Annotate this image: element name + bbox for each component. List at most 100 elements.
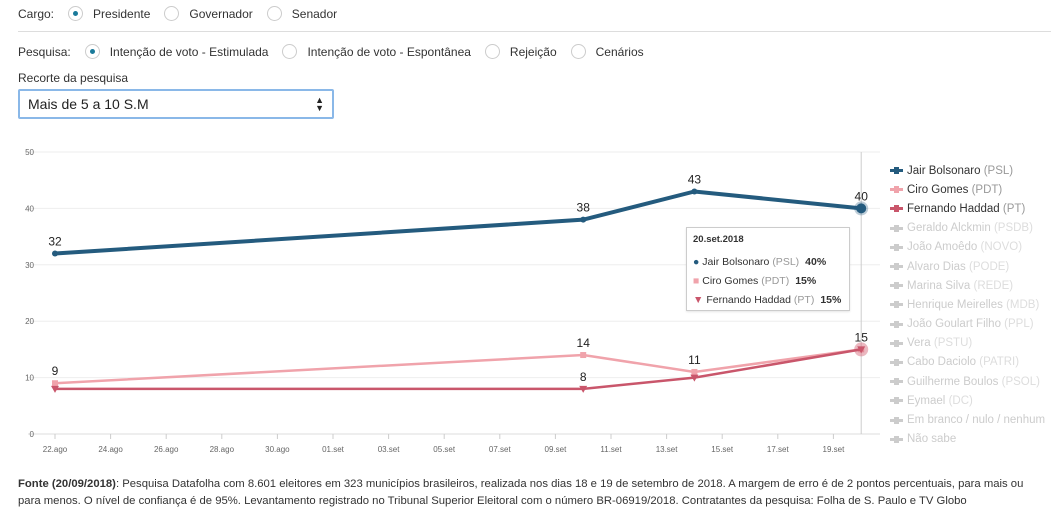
x-tick-label: 05.set xyxy=(433,445,456,454)
y-tick-label: 30 xyxy=(25,261,34,270)
data-label: 40 xyxy=(855,189,869,203)
legend-party: (MDB) xyxy=(1006,298,1040,311)
cargo-label: Cargo: xyxy=(18,6,55,21)
legend-item[interactable]: Marina Silva (REDE) xyxy=(890,276,1048,295)
data-label: 9 xyxy=(52,364,59,378)
x-tick-label: 01.set xyxy=(322,445,345,454)
legend-item[interactable]: Henrique Meirelles (MDB) xyxy=(890,295,1048,314)
legend-name: Guilherme Boulos xyxy=(907,375,999,388)
legend-item[interactable]: Não sabe xyxy=(890,430,1048,449)
triangle-down-icon: ▼ xyxy=(693,293,704,306)
option-label: Presidente xyxy=(93,6,151,21)
option-label: Cenários xyxy=(595,44,644,59)
legend-name: Fernando Haddad xyxy=(907,202,1000,215)
radio-estimulada[interactable] xyxy=(84,44,100,59)
legend-party: (DC) xyxy=(948,394,973,407)
option-label: Governador xyxy=(189,6,253,21)
line-chart: 0 10 20 30 40 50 22.ago 24.ago 26.ago 28.ago 30.ag… xyxy=(25,148,880,454)
data-label: 38 xyxy=(577,201,591,215)
x-tick-label: 30.ago xyxy=(265,445,290,454)
tooltip-party: (PT) xyxy=(793,293,815,306)
radio-rejeicao[interactable] xyxy=(484,44,500,59)
legend-marker-icon xyxy=(890,358,903,366)
legend-item[interactable]: Fernando Haddad (PT) xyxy=(890,199,1048,218)
legend-party: (PSOL) xyxy=(1001,375,1040,388)
x-tick-label: 07.set xyxy=(489,445,512,454)
legend-item[interactable]: Ciro Gomes (PDT) xyxy=(890,180,1048,199)
legend-item[interactable]: João Amoêdo (NOVO) xyxy=(890,238,1048,257)
source-note: Fonte (20/09/2018): Pesquisa Datafolha c… xyxy=(18,476,1038,510)
data-point xyxy=(691,368,698,375)
legend-item[interactable]: Jair Bolsonaro (PSL) xyxy=(890,161,1048,180)
legend-party: (PODE) xyxy=(969,260,1010,273)
x-tick-label: 26.ago xyxy=(154,445,179,454)
legend-party: (NOVO) xyxy=(980,241,1023,254)
option-label: Rejeição xyxy=(509,44,557,59)
tooltip-name: Ciro Gomes xyxy=(702,274,759,287)
legend-marker-icon xyxy=(890,339,903,347)
legend-name: Cabo Daciolo xyxy=(907,356,977,369)
legend-party: (PT) xyxy=(1002,202,1026,215)
legend-marker-icon xyxy=(890,378,903,386)
tooltip-name: Fernando Haddad xyxy=(706,293,791,306)
tooltip-party: (PDT) xyxy=(761,274,790,287)
x-tick-label: 13.set xyxy=(656,445,679,454)
legend-marker-icon xyxy=(890,243,903,251)
source-date: Fonte (20/09/2018) xyxy=(18,478,116,490)
legend-marker-icon xyxy=(890,167,903,175)
legend-item[interactable]: Cabo Daciolo (PATRI) xyxy=(890,353,1048,372)
legend-marker-icon xyxy=(890,435,903,443)
radio-governador[interactable] xyxy=(164,6,180,21)
legend-item[interactable]: Vera (PSTU) xyxy=(890,334,1048,353)
x-tick-label: 22.ago xyxy=(43,445,68,454)
legend-name: Geraldo Alckmin xyxy=(907,222,991,235)
data-point xyxy=(52,380,58,387)
y-tick-label: 10 xyxy=(25,374,34,383)
recorte-label: Recorte da pesquisa xyxy=(18,71,129,85)
select-arrows-icon: ▲ ▼ xyxy=(315,95,324,113)
pesquisa-row: Pesquisa: Intenção de voto - Estimulada … xyxy=(18,44,654,59)
radio-presidente[interactable] xyxy=(68,6,84,21)
radio-cenarios[interactable] xyxy=(570,44,586,59)
data-point xyxy=(579,385,588,393)
series-line-0 xyxy=(54,189,862,256)
legend-item[interactable]: Em branco / nulo / nenhum xyxy=(890,410,1048,429)
data-point xyxy=(580,216,587,223)
divider xyxy=(18,31,1051,32)
tooltip-name: Jair Bolsonaro xyxy=(702,255,770,268)
legend-name: Em branco / nulo / nenhum xyxy=(907,414,1046,427)
recorte-select[interactable]: Mais de 5 a 10 S.M ▲ ▼ xyxy=(18,89,334,119)
legend-item[interactable]: Alvaro Dias (PODE) xyxy=(890,257,1048,276)
y-tick-label: 50 xyxy=(25,148,34,157)
option-label: Intenção de voto - Espontânea xyxy=(307,44,471,59)
legend-marker-icon xyxy=(890,397,903,405)
legend-marker-icon xyxy=(890,186,903,194)
y-tick-label: 20 xyxy=(25,317,34,326)
option-label: Senador xyxy=(291,6,338,21)
data-point xyxy=(856,203,867,214)
legend-item[interactable]: Guilherme Boulos (PSOL) xyxy=(890,372,1048,391)
source-text: : Pesquisa Datafolha com 8.601 eleitores… xyxy=(18,478,1024,507)
legend-name: Eymael xyxy=(907,394,946,407)
legend-item[interactable]: Geraldo Alckmin (PSDB) xyxy=(890,219,1048,238)
square-icon: ■ xyxy=(693,274,700,287)
x-tick-label: 15.set xyxy=(711,445,734,454)
legend-marker-icon xyxy=(890,282,903,290)
radio-senador[interactable] xyxy=(266,6,282,21)
series-line-1 xyxy=(54,348,862,385)
x-tick-label: 17.set xyxy=(767,445,790,454)
legend-marker-icon xyxy=(890,224,903,232)
tooltip-value: 15% xyxy=(795,274,817,287)
legend-item[interactable]: João Goulart Filho (PPL) xyxy=(890,315,1048,334)
y-tick-label: 40 xyxy=(25,204,34,213)
legend-item[interactable]: Eymael (DC) xyxy=(890,391,1048,410)
x-tick-label: 03.set xyxy=(378,445,401,454)
data-label: 43 xyxy=(688,172,702,186)
legend-party: (PSDB) xyxy=(993,222,1033,235)
tooltip-row: ▼ Fernando Haddad (PT) 15% xyxy=(693,290,841,309)
data-point xyxy=(857,346,866,354)
legend-party: (PSTU) xyxy=(933,337,973,350)
data-point xyxy=(691,188,698,195)
radio-espontanea[interactable] xyxy=(282,44,298,59)
legend-party: (PPL) xyxy=(1004,318,1034,331)
